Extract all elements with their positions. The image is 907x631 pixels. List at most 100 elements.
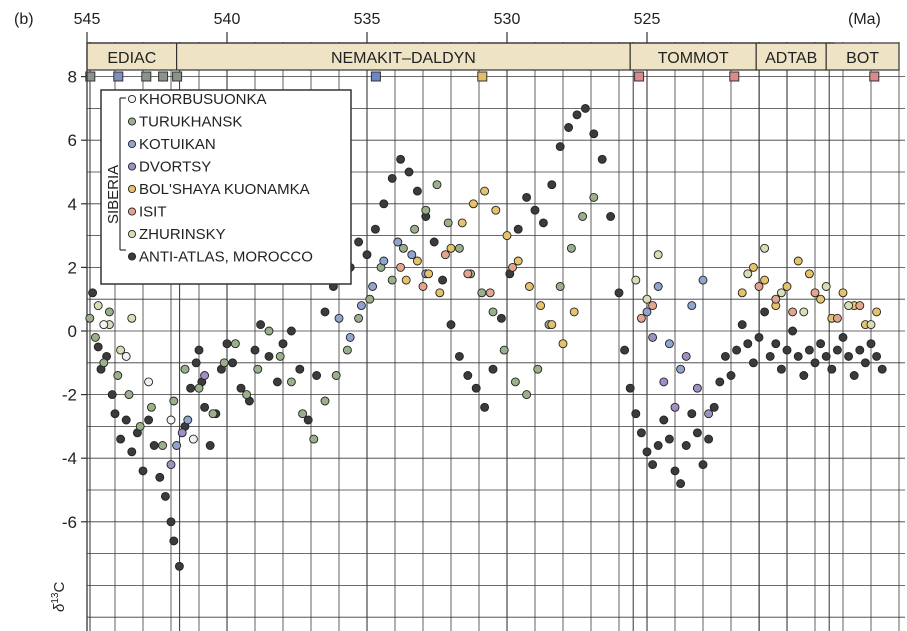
age-marker (113, 71, 124, 82)
data-point (642, 447, 652, 457)
data-point (480, 186, 490, 196)
data-point (793, 256, 803, 266)
data-point (572, 110, 582, 120)
stage-label: ADTAB (765, 50, 817, 67)
data-point (536, 301, 546, 311)
data-point (580, 103, 590, 113)
data-point (816, 339, 826, 349)
data-point (533, 364, 543, 374)
data-point (158, 441, 168, 450)
data-point (166, 415, 176, 425)
stage-label: TOMMOT (658, 50, 729, 67)
data-point (754, 332, 764, 342)
legend-marker (127, 207, 137, 216)
data-point (160, 491, 170, 501)
data-point (177, 428, 187, 438)
age-marker (729, 71, 740, 82)
data-point (502, 231, 512, 241)
data-point (127, 313, 137, 323)
data-point (169, 396, 179, 406)
data-point (821, 282, 831, 291)
data-point (144, 377, 154, 387)
data-point (855, 345, 865, 355)
data-point (737, 288, 747, 298)
data-point (228, 358, 238, 368)
data-point (396, 262, 406, 272)
data-point (250, 345, 260, 355)
data-point (110, 409, 120, 419)
data-point (737, 320, 747, 330)
x-tick-label: 540 (214, 11, 241, 28)
data-point (471, 383, 481, 393)
panel-label: (b) (14, 11, 34, 28)
age-marker (634, 71, 645, 82)
data-point (558, 339, 568, 349)
data-point (636, 428, 646, 438)
x-tick-label: 525 (634, 11, 661, 28)
data-point (569, 307, 579, 317)
data-point (275, 351, 285, 361)
y-axis-title-sup: 13 (50, 592, 61, 604)
data-point (312, 371, 322, 380)
data-point (698, 460, 708, 470)
data-point (799, 371, 809, 380)
age-marker (869, 71, 880, 82)
legend-box (100, 89, 352, 285)
data-point (788, 326, 798, 336)
data-point (760, 307, 770, 317)
data-point (743, 339, 753, 349)
svg-text:δ13C: δ13C (50, 582, 68, 612)
data-point (88, 288, 98, 298)
data-point (670, 466, 680, 476)
data-point (653, 282, 663, 291)
data-point (440, 250, 450, 260)
data-point (687, 409, 697, 419)
data-point (309, 434, 319, 444)
data-point (320, 396, 330, 406)
data-point (491, 205, 501, 215)
data-point (407, 250, 417, 260)
data-point (116, 345, 126, 355)
stage-box (629, 42, 757, 71)
data-point (732, 345, 742, 355)
data-point (379, 199, 389, 209)
data-point (838, 332, 848, 342)
data-point (295, 364, 305, 374)
legend-label: KOTUIKAN (139, 136, 216, 153)
data-point (454, 351, 464, 361)
data-point (368, 282, 378, 291)
data-point (387, 173, 397, 183)
data-point (597, 154, 607, 164)
data-point (578, 212, 588, 221)
y-tick-label: 6 (68, 131, 77, 150)
data-point (782, 345, 792, 355)
data-point (771, 294, 781, 304)
legend-label: KHORBUSUONKA (139, 91, 267, 108)
data-point (832, 313, 842, 323)
data-point (236, 383, 246, 393)
data-point (331, 371, 341, 380)
data-point (180, 364, 190, 374)
data-point (760, 275, 770, 285)
stage-box (176, 42, 631, 71)
data-point (664, 339, 674, 349)
legend-label: BOL'SHAYA KUONAMKA (139, 181, 310, 198)
data-point (424, 269, 434, 279)
data-point (387, 275, 397, 285)
y-tick-label: -6 (62, 513, 77, 532)
data-point (463, 269, 473, 279)
data-point (760, 243, 770, 253)
legend-marker (127, 162, 137, 171)
data-point (776, 288, 786, 298)
data-point (499, 345, 509, 355)
data-point (188, 434, 198, 444)
data-point (872, 307, 882, 317)
data-point (99, 320, 109, 330)
data-point (659, 377, 669, 387)
data-point (631, 409, 641, 419)
data-point (782, 282, 792, 291)
data-point (715, 377, 725, 387)
data-point (804, 269, 814, 279)
data-point (510, 377, 520, 387)
data-point (172, 441, 182, 450)
